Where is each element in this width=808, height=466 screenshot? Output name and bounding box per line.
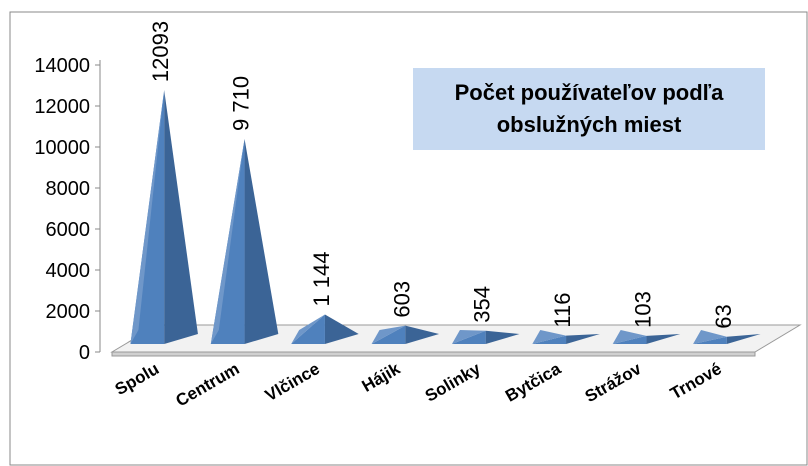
x-tick-label: Bytčica bbox=[502, 359, 564, 406]
y-tick-label: 4000 bbox=[46, 260, 91, 282]
x-tick-label: Vlčince bbox=[262, 359, 323, 405]
x-tick-label: Trnové bbox=[667, 359, 725, 403]
x-tick-label: Centrum bbox=[173, 359, 243, 410]
pyramid-face-right bbox=[244, 138, 279, 344]
pyramid bbox=[291, 314, 359, 344]
pyramid-face-left bbox=[451, 330, 486, 344]
y-tick-label: 8000 bbox=[46, 178, 91, 200]
y-tick-label: 12000 bbox=[34, 96, 90, 118]
pyramid bbox=[210, 138, 279, 344]
floor-edge bbox=[111, 351, 756, 357]
pyramid-face-right bbox=[164, 90, 198, 344]
pyramid-face-back bbox=[130, 90, 165, 344]
pyramid-face-left bbox=[693, 336, 727, 344]
pyramid-face-back bbox=[532, 330, 567, 344]
x-tick-label: Spolu bbox=[112, 359, 162, 399]
pyramid-face-left bbox=[612, 335, 647, 344]
value-label: 354 bbox=[470, 286, 495, 323]
pyramid-face-back bbox=[612, 330, 647, 344]
pyramid bbox=[693, 330, 761, 344]
pyramid-face-right bbox=[566, 334, 600, 344]
y-tick-label: 2000 bbox=[46, 301, 91, 323]
pyramid-face-back bbox=[210, 138, 245, 344]
value-label: 63 bbox=[711, 304, 736, 328]
pyramid-face-back bbox=[291, 314, 325, 344]
pyramid bbox=[451, 330, 520, 344]
pyramid-face-right bbox=[324, 314, 359, 344]
pyramid bbox=[612, 330, 681, 344]
value-label: 1 144 bbox=[309, 251, 334, 306]
x-tick-label: Strážov bbox=[582, 359, 645, 406]
pyramid-face-right bbox=[726, 334, 761, 344]
chart-frame bbox=[9, 11, 808, 466]
x-tick-label: Hájik bbox=[359, 359, 404, 396]
pyramid bbox=[532, 330, 600, 344]
pyramid-face-left bbox=[532, 335, 567, 344]
pyramid bbox=[130, 90, 198, 344]
value-label: 103 bbox=[630, 291, 655, 328]
y-tick-label: 10000 bbox=[34, 137, 90, 159]
value-label: 603 bbox=[389, 281, 414, 318]
chart-title: Počet používateľov podľa obslužných mies… bbox=[413, 68, 765, 150]
pyramid-face-left bbox=[291, 314, 325, 344]
value-label: 12093 bbox=[148, 21, 173, 82]
y-tick-label: 14000 bbox=[34, 55, 90, 77]
pyramid-face-back bbox=[693, 330, 727, 344]
pyramid-face-back bbox=[371, 325, 406, 344]
y-tick-label: 6000 bbox=[46, 219, 91, 241]
pyramid-face-right bbox=[405, 325, 440, 344]
y-tick-label: 0 bbox=[79, 342, 90, 364]
pyramid-face-back bbox=[451, 330, 486, 344]
value-label: 9 710 bbox=[229, 76, 254, 131]
pyramid bbox=[371, 325, 440, 344]
value-label: 116 bbox=[550, 293, 575, 328]
x-tick-label: Solinky bbox=[422, 359, 484, 406]
pyramid-face-right bbox=[646, 334, 681, 344]
pyramid-face-right bbox=[485, 330, 520, 344]
